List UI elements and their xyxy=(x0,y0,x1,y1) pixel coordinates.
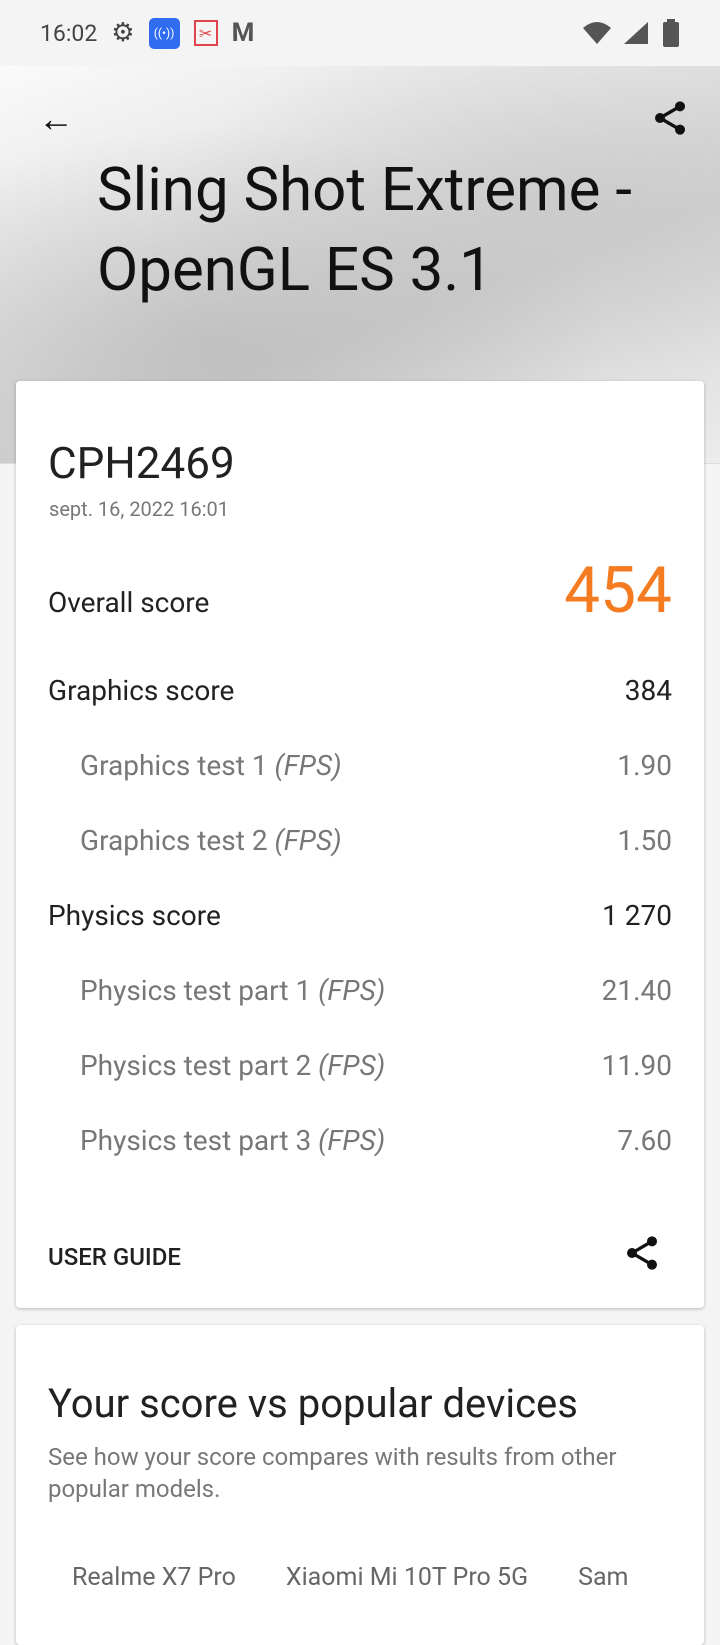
wifi-icon xyxy=(583,22,611,44)
overall-score-value: 454 xyxy=(564,553,672,628)
score-label: Graphics test 1 (FPS) xyxy=(80,749,342,782)
score-label: Physics test part 1 (FPS) xyxy=(80,974,386,1007)
score-row: Physics test part 1 (FPS) 21.40 xyxy=(80,974,672,1007)
tab-device[interactable]: Sam xyxy=(578,1563,629,1592)
score-row: Physics test part 2 (FPS) 11.90 xyxy=(80,1049,672,1082)
device-tabs: Realme X7 Pro Xiaomi Mi 10T Pro 5G Sam xyxy=(72,1563,688,1592)
overall-score-label: Overall score xyxy=(48,586,210,619)
score-row: Physics score 1 270 xyxy=(48,899,672,932)
back-arrow-icon[interactable]: ← xyxy=(38,98,74,140)
compare-card: Your score vs popular devices See how yo… xyxy=(16,1325,704,1645)
overall-score-row: Overall score 454 xyxy=(48,553,672,628)
score-value: 7.60 xyxy=(617,1124,672,1157)
score-value: 1 270 xyxy=(602,899,672,932)
page-title: Sling Shot Extreme - OpenGL ES 3.1 xyxy=(97,154,632,305)
device-name: CPH2469 xyxy=(48,437,235,489)
score-value: 11.90 xyxy=(601,1049,672,1082)
score-row: Graphics score 384 xyxy=(48,674,672,707)
status-bar: 16:02 ⚙ ((•)) ✂ M xyxy=(0,0,720,66)
compare-description: See how your score compares with results… xyxy=(48,1443,617,1503)
score-label: Graphics test 2 (FPS) xyxy=(80,824,342,857)
score-value: 21.40 xyxy=(601,974,672,1007)
score-row: Physics test part 3 (FPS) 7.60 xyxy=(80,1124,672,1157)
share-result-icon[interactable] xyxy=(622,1233,662,1273)
screenshot-icon: ✂ xyxy=(193,20,218,46)
user-guide-button[interactable]: USER GUIDE xyxy=(48,1243,181,1271)
score-label: Physics score xyxy=(48,899,221,932)
score-label: Physics test part 3 (FPS) xyxy=(80,1124,386,1157)
battery-icon xyxy=(663,19,679,47)
score-value: 1.50 xyxy=(617,824,672,857)
compare-title: Your score vs popular devices xyxy=(48,1380,578,1427)
result-card: CPH2469 sept. 16, 2022 16:01 Overall sco… xyxy=(16,381,704,1308)
gear-icon: ⚙ xyxy=(111,18,135,48)
score-value: 384 xyxy=(624,674,672,707)
score-row: Graphics test 2 (FPS) 1.50 xyxy=(80,824,672,857)
tab-device[interactable]: Xiaomi Mi 10T Pro 5G xyxy=(285,1563,529,1592)
score-label: Physics test part 2 (FPS) xyxy=(80,1049,386,1082)
share-icon[interactable] xyxy=(650,98,690,138)
result-date: sept. 16, 2022 16:01 xyxy=(49,497,230,521)
gmail-icon: M xyxy=(231,18,255,48)
tab-device[interactable]: Realme X7 Pro xyxy=(72,1563,236,1592)
score-label: Graphics score xyxy=(48,674,235,707)
clock: 16:02 xyxy=(40,19,98,47)
score-row: Graphics test 1 (FPS) 1.90 xyxy=(80,749,672,782)
hotspot-icon: ((•)) xyxy=(148,17,180,49)
score-value: 1.90 xyxy=(617,749,672,782)
signal-icon xyxy=(624,22,648,44)
